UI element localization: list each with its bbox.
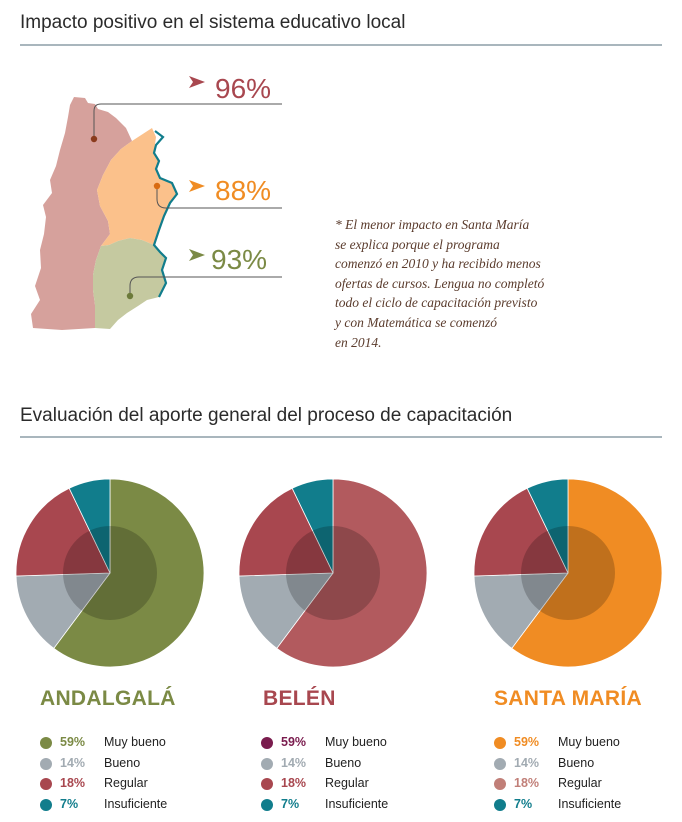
pie-inner-shade [63,526,157,620]
footnote-line: comenzó en 2010 y ha recibido menos [335,256,541,272]
legend-label: Bueno [558,755,595,770]
map-region-andalgala [31,97,132,330]
legend-percent: 59% [60,735,86,749]
legend-percent: 59% [514,735,540,749]
percent-belen: 88% [215,175,271,206]
pie-slice-insuficiente [526,478,569,574]
legend-label: Bueno [104,755,141,770]
legend-dot-icon [261,778,273,790]
pie-slice-regular [15,487,111,577]
arrow-icon-santa-maria [189,249,205,261]
marker-andalgala [90,135,98,143]
pie-slice-bueno [15,572,111,649]
legend-percent: 7% [514,796,533,811]
footnote: * El menor impacto en Santa María se exp… [335,215,595,352]
legend-label: Bueno [325,755,362,770]
percent-andalgala: 96% [215,73,271,104]
pie-inner-shade [521,526,615,620]
legend-percent: 18% [514,776,540,790]
pie-title-santa-maria: SANTA MARÍA [494,687,642,710]
legend-percent: 18% [60,776,86,790]
section-title-evaluacion: Evaluación del aporte general del proces… [20,405,513,426]
title-rule [20,44,662,46]
legend-dot-icon [494,757,506,770]
legend-percent: 7% [281,796,300,811]
legend-label: Regular [104,776,148,790]
legend-percent: 14% [514,755,540,770]
legend-label: Insuficiente [104,796,168,811]
leader-line-andalgala [93,103,282,139]
pie-title-belen: BELÉN [263,687,336,710]
footnote-line: y con Matemática se comenzó [335,314,497,330]
legend-percent: 7% [60,796,79,811]
legend-percent: 18% [281,776,307,790]
legend-dot-icon [261,757,273,770]
pie-slice-bueno [238,572,334,649]
legend-label: Insuficiente [558,796,622,811]
legend-percent: 14% [281,755,307,770]
legend-dot-icon [40,737,52,749]
legend-label: Insuficiente [325,796,389,811]
pie-slice-insuficiente [291,478,334,574]
pie-charts [15,478,663,668]
pie-slice-insuficiente [68,478,111,574]
footnote-line: se explica porque el programa [335,236,500,252]
leader-line-belen [156,186,282,209]
legend-dot-icon [40,798,52,811]
pie-slice-bueno [473,572,569,649]
title-rule [20,436,662,438]
legend-label: Muy bueno [325,735,387,749]
footnote-line: todo el ciclo de capacitación previsto [335,295,538,311]
map-region-santa-maria [93,238,166,329]
footnote-line: * El menor impacto en Santa María [335,217,530,232]
legend-dot-icon [494,737,506,749]
percent-santa-maria: 93% [211,244,267,275]
leader-line-santa-maria [129,276,282,296]
legend-label: Muy bueno [104,735,166,749]
footnote-line: ofertas de cursos. Lengua no completó [335,275,545,291]
legend-label: Muy bueno [558,735,620,749]
legend-dot-icon [494,798,506,811]
legend-dot-icon [494,778,506,790]
region-map: 96% 88% 93% [31,73,282,330]
section-title-impacto: Impacto positivo en el sistema educativo… [20,12,406,33]
pie-title-andalgala: ANDALGALÁ [40,687,176,710]
legend-label: Regular [558,776,602,790]
map-border-line [152,130,179,298]
legend-dot-icon [40,757,52,770]
legend-dot-icon [261,798,273,811]
arrow-icon-andalgala [189,76,205,88]
footnote-line: en 2014. [335,334,382,350]
pie-slice-muy-bueno [511,478,663,668]
pie-slice-muy-bueno [276,478,428,668]
legend-percent: 14% [60,755,86,770]
pie-slice-regular [238,487,334,577]
pie-slice-regular [473,487,569,577]
arrow-icon-belen [189,180,205,192]
pie-slice-muy-bueno [53,478,205,668]
legend-dot-icon [40,778,52,790]
legend-label: Regular [325,776,369,790]
marker-belen [153,182,161,190]
legend-dot-icon [261,737,273,749]
pie-inner-shade [286,526,380,620]
marker-santa-maria [126,292,134,300]
legend-percent: 59% [281,735,307,749]
